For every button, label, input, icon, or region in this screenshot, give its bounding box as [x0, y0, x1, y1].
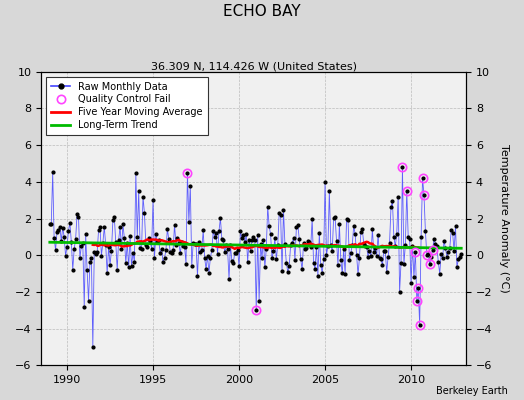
Title: 36.309 N, 114.426 W (United States): 36.309 N, 114.426 W (United States)	[151, 61, 357, 71]
Text: Berkeley Earth: Berkeley Earth	[436, 386, 508, 396]
Y-axis label: Temperature Anomaly (°C): Temperature Anomaly (°C)	[499, 144, 509, 293]
Legend: Raw Monthly Data, Quality Control Fail, Five Year Moving Average, Long-Term Tren: Raw Monthly Data, Quality Control Fail, …	[46, 77, 208, 135]
Text: ECHO BAY: ECHO BAY	[223, 4, 301, 19]
